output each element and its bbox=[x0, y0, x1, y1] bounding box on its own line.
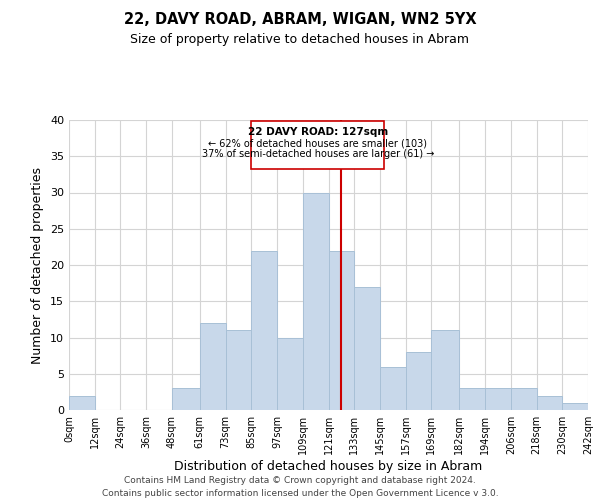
Bar bbox=[303, 192, 329, 410]
Bar bbox=[329, 250, 354, 410]
Bar bbox=[251, 250, 277, 410]
Bar bbox=[277, 338, 303, 410]
Bar bbox=[536, 396, 562, 410]
Bar bbox=[354, 287, 380, 410]
Text: 37% of semi-detached houses are larger (61) →: 37% of semi-detached houses are larger (… bbox=[202, 149, 434, 159]
Bar bbox=[485, 388, 511, 410]
Text: 22 DAVY ROAD: 127sqm: 22 DAVY ROAD: 127sqm bbox=[248, 127, 388, 137]
Bar bbox=[511, 388, 536, 410]
Y-axis label: Number of detached properties: Number of detached properties bbox=[31, 166, 44, 364]
FancyBboxPatch shape bbox=[251, 122, 384, 170]
Bar bbox=[406, 352, 431, 410]
Bar bbox=[69, 396, 95, 410]
Text: 22, DAVY ROAD, ABRAM, WIGAN, WN2 5YX: 22, DAVY ROAD, ABRAM, WIGAN, WN2 5YX bbox=[124, 12, 476, 28]
Text: Contains public sector information licensed under the Open Government Licence v : Contains public sector information licen… bbox=[101, 489, 499, 498]
Bar bbox=[460, 388, 485, 410]
Text: Size of property relative to detached houses in Abram: Size of property relative to detached ho… bbox=[131, 32, 470, 46]
Bar bbox=[431, 330, 460, 410]
Bar bbox=[380, 366, 406, 410]
Text: ← 62% of detached houses are smaller (103): ← 62% of detached houses are smaller (10… bbox=[208, 138, 427, 148]
Bar bbox=[562, 403, 588, 410]
Bar bbox=[200, 323, 226, 410]
Text: Contains HM Land Registry data © Crown copyright and database right 2024.: Contains HM Land Registry data © Crown c… bbox=[124, 476, 476, 485]
Bar bbox=[172, 388, 200, 410]
X-axis label: Distribution of detached houses by size in Abram: Distribution of detached houses by size … bbox=[175, 460, 482, 473]
Bar bbox=[226, 330, 251, 410]
